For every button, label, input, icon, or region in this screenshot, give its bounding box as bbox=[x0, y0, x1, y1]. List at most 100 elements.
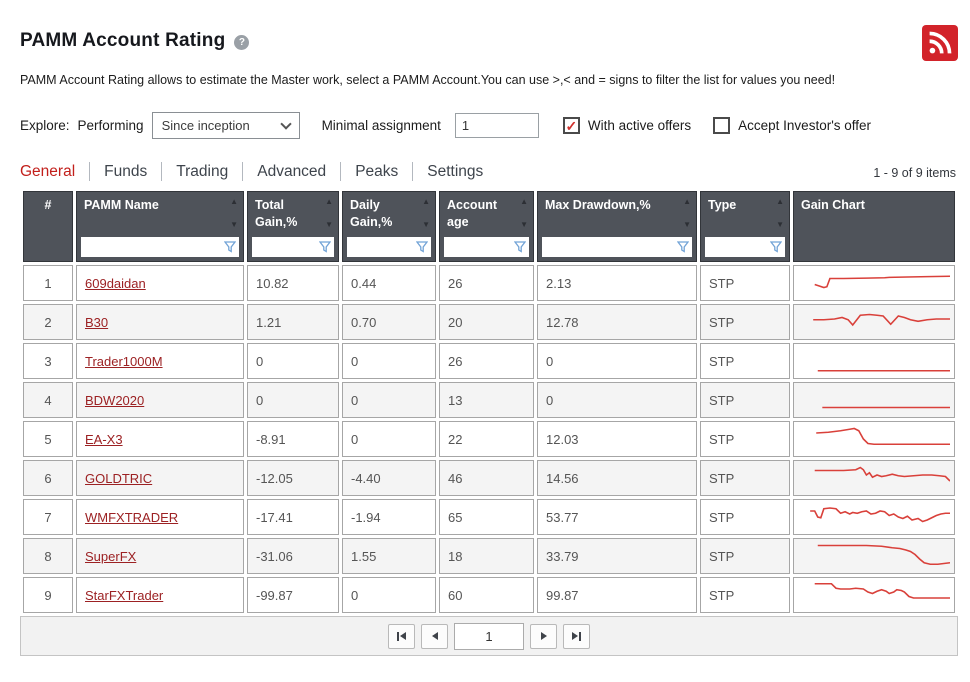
period-select[interactable]: Since inception bbox=[151, 112, 300, 139]
pamm-name-cell: SuperFX bbox=[76, 538, 244, 574]
tab-trading[interactable]: Trading bbox=[176, 162, 229, 180]
with-active-offers-option[interactable]: ✓ With active offers bbox=[562, 117, 692, 134]
tab-peaks[interactable]: Peaks bbox=[355, 162, 399, 180]
daily-gain-cell: 0 bbox=[342, 577, 436, 613]
account-age-filter-input[interactable] bbox=[444, 237, 529, 257]
gain-chart-cell bbox=[793, 382, 955, 418]
gain-sparkline bbox=[798, 346, 950, 376]
column-header-daily-gain[interactable]: Daily Gain,% ▲ ▼ bbox=[342, 191, 436, 262]
column-filter bbox=[705, 237, 785, 257]
sort-desc-icon[interactable]: ▼ bbox=[683, 220, 691, 229]
table-row: 8 SuperFX -31.06 1.55 18 33.79 STP bbox=[23, 538, 955, 574]
tab-advanced[interactable]: Advanced bbox=[257, 162, 327, 180]
sort-desc-icon[interactable]: ▼ bbox=[325, 220, 333, 229]
gain-sparkline bbox=[798, 580, 950, 610]
table-row: 5 EA-X3 -8.91 0 22 12.03 STP bbox=[23, 421, 955, 457]
column-header-total-gain[interactable]: Total Gain,% ▲ ▼ bbox=[247, 191, 339, 262]
pamm-account-link[interactable]: WMFXTRADER bbox=[85, 509, 179, 525]
pager-next-button[interactable] bbox=[530, 623, 557, 649]
total-gain-cell: -17.41 bbox=[247, 499, 339, 535]
sort-asc-icon[interactable]: ▲ bbox=[520, 197, 528, 206]
tab-funds[interactable]: Funds bbox=[104, 162, 148, 180]
daily-gain-filter-input[interactable] bbox=[347, 237, 431, 257]
account-age-cell: 13 bbox=[439, 382, 534, 418]
sort-asc-icon[interactable]: ▲ bbox=[230, 197, 238, 206]
rss-feed-button[interactable] bbox=[922, 25, 958, 61]
type-cell: STP bbox=[700, 421, 790, 457]
row-number-cell: 5 bbox=[23, 421, 73, 457]
column-header-account-age[interactable]: Account age ▲ ▼ bbox=[439, 191, 534, 262]
accept-investors-offer-option[interactable]: Accept Investor's offer bbox=[713, 117, 871, 134]
with-active-offers-checkbox[interactable]: ✓ bbox=[562, 117, 580, 134]
pamm-account-link[interactable]: SuperFX bbox=[85, 548, 137, 564]
row-number-cell: 4 bbox=[23, 382, 73, 418]
gain-chart-cell bbox=[793, 460, 955, 496]
explore-label: Explore: bbox=[20, 118, 70, 133]
gain-chart-cell bbox=[793, 265, 955, 301]
minimal-assignment-input[interactable] bbox=[454, 113, 539, 138]
row-number-cell: 3 bbox=[23, 343, 73, 379]
with-active-offers-label: With active offers bbox=[587, 118, 692, 133]
page-description: PAMM Account Rating allows to estimate t… bbox=[20, 73, 836, 87]
row-number-cell: 8 bbox=[23, 538, 73, 574]
pamm-account-link[interactable]: Trader1000M bbox=[85, 353, 163, 369]
total-gain-cell: -31.06 bbox=[247, 538, 339, 574]
pager-prev-button[interactable] bbox=[421, 623, 448, 649]
type-filter-input[interactable] bbox=[705, 237, 785, 257]
gain-sparkline bbox=[798, 541, 950, 571]
pamm-account-link[interactable]: StarFXTrader bbox=[85, 587, 164, 603]
daily-gain-cell: 1.55 bbox=[342, 538, 436, 574]
pamm-account-link[interactable]: B30 bbox=[85, 314, 109, 330]
pamm-account-link[interactable]: BDW2020 bbox=[85, 392, 145, 408]
pamm-account-link[interactable]: 609daidan bbox=[85, 275, 146, 291]
last-page-icon bbox=[579, 631, 581, 641]
row-number-cell: 2 bbox=[23, 304, 73, 340]
column-label: Gain Chart bbox=[801, 198, 865, 212]
total-gain-filter-input[interactable] bbox=[252, 237, 334, 257]
total-gain-cell: 1.21 bbox=[247, 304, 339, 340]
gain-sparkline bbox=[798, 307, 950, 337]
sort-asc-icon[interactable]: ▲ bbox=[325, 197, 333, 206]
tab-general[interactable]: General bbox=[20, 162, 76, 180]
sort-desc-icon[interactable]: ▼ bbox=[776, 220, 784, 229]
tab-settings[interactable]: Settings bbox=[427, 162, 484, 180]
help-icon[interactable]: ? bbox=[234, 35, 250, 50]
filter-funnel-icon[interactable] bbox=[770, 241, 782, 253]
filter-funnel-icon[interactable] bbox=[677, 241, 689, 253]
column-header-type[interactable]: Type ▲ ▼ bbox=[700, 191, 790, 262]
pager-last-button[interactable] bbox=[563, 623, 590, 649]
account-age-cell: 46 bbox=[439, 460, 534, 496]
column-header-number: # bbox=[23, 191, 73, 262]
accept-investors-offer-label: Accept Investor's offer bbox=[738, 118, 872, 133]
minimal-assignment-label: Minimal assignment bbox=[321, 118, 441, 133]
column-label: Type bbox=[708, 198, 737, 212]
sort-desc-icon[interactable]: ▼ bbox=[520, 220, 528, 229]
filter-funnel-icon[interactable] bbox=[319, 241, 331, 253]
type-cell: STP bbox=[700, 499, 790, 535]
sort-asc-icon[interactable]: ▲ bbox=[776, 197, 784, 206]
page-header: PAMM Account Rating ? bbox=[20, 30, 958, 52]
filter-funnel-icon[interactable] bbox=[416, 241, 428, 253]
sort-asc-icon[interactable]: ▲ bbox=[683, 197, 691, 206]
filter-funnel-icon[interactable] bbox=[224, 241, 236, 253]
pamm-name-cell: StarFXTrader bbox=[76, 577, 244, 613]
max-drawdown-filter-input[interactable] bbox=[542, 237, 692, 257]
pamm-account-link[interactable]: GOLDTRIC bbox=[85, 470, 153, 486]
filter-funnel-icon[interactable] bbox=[514, 241, 526, 253]
performing-label: Performing bbox=[77, 118, 144, 133]
sort-desc-icon[interactable]: ▼ bbox=[230, 220, 238, 229]
column-header-pamm-name[interactable]: PAMM Name ▲ ▼ bbox=[76, 191, 244, 262]
pamm-account-link[interactable]: EA-X3 bbox=[85, 431, 123, 447]
column-header-max-drawdown[interactable]: Max Drawdown,% ▲ ▼ bbox=[537, 191, 697, 262]
column-filter bbox=[347, 237, 431, 257]
page-number-input[interactable] bbox=[454, 622, 524, 650]
pager-first-button[interactable] bbox=[388, 623, 415, 649]
rating-grid: # PAMM Name ▲ ▼ Total Gain,% ▲ ▼ bbox=[20, 188, 958, 616]
pamm-name-filter-input[interactable] bbox=[81, 237, 239, 257]
column-filter bbox=[444, 237, 529, 257]
sort-asc-icon[interactable]: ▲ bbox=[422, 197, 430, 206]
accept-investors-offer-checkbox[interactable] bbox=[713, 117, 731, 134]
sort-desc-icon[interactable]: ▼ bbox=[422, 220, 430, 229]
grid-header-row: # PAMM Name ▲ ▼ Total Gain,% ▲ ▼ bbox=[23, 191, 955, 262]
gain-chart-cell bbox=[793, 538, 955, 574]
